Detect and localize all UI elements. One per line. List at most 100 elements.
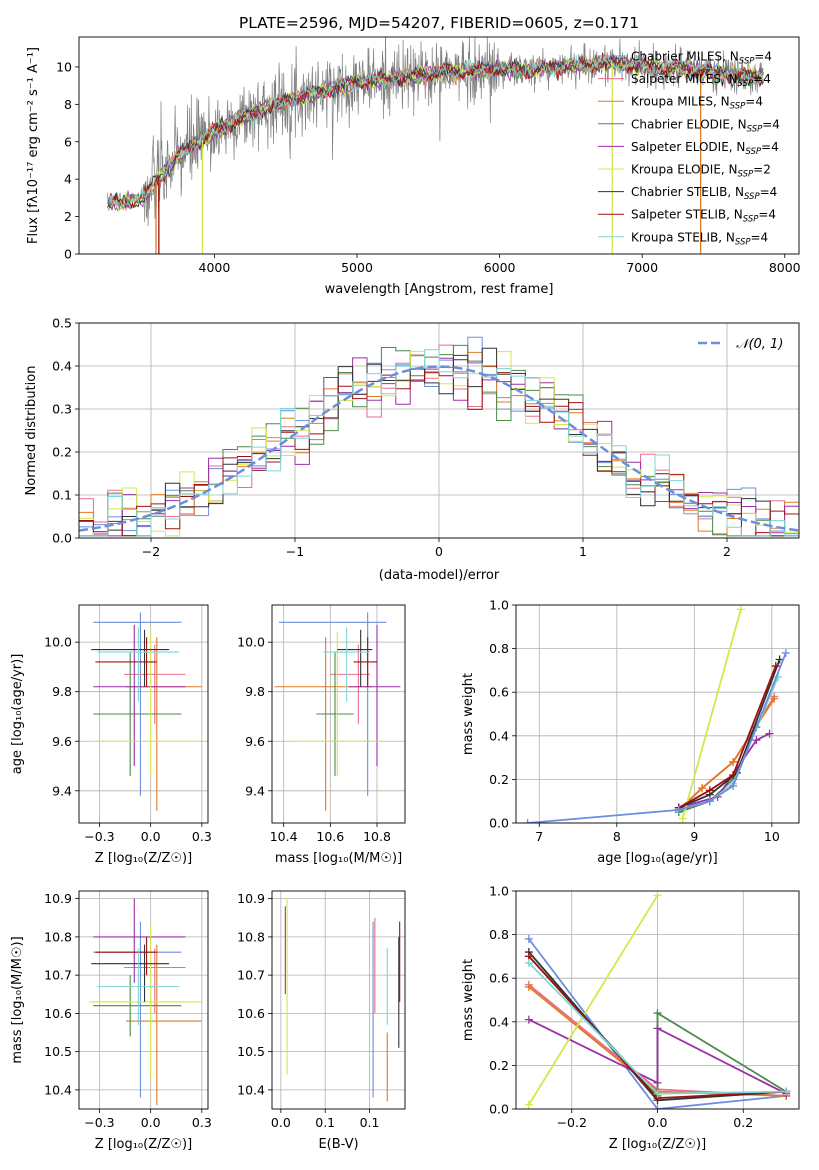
point-chabrier_elodie (93, 975, 182, 1037)
point-chabrier_elodie (93, 652, 182, 776)
x-tick-label: 0.1 (315, 1115, 335, 1130)
x-tick-label: 0.0 (141, 1115, 161, 1130)
data-point (524, 1015, 533, 1024)
y-axis-label: mass weight (461, 673, 476, 755)
series-line (528, 938, 787, 1109)
x-tick-label: 0 (435, 544, 443, 559)
point-kroupa_miles (274, 637, 373, 811)
data-point (752, 736, 761, 745)
figure-title: PLATE=2596, MJD=54207, FIBERID=0605, z=0… (239, 14, 639, 32)
panel-age_vs_mass: 10.4 10.6 10.8 9.4 9.6 9.8 10.0 mass [log₁₀(M/M… (237, 604, 406, 866)
y-tick-label: 9.4 (52, 783, 72, 798)
y-tick-label: 10 (56, 59, 72, 74)
histogram-chabrier_stelib (79, 347, 799, 537)
data-point (653, 891, 662, 900)
x-tick-label: 8 (613, 829, 621, 844)
x-axis-label: mass [log₁₀(M/M☉)] (275, 851, 402, 866)
y-tick-label: 9.4 (245, 783, 265, 798)
point-salpeter_elodie (349, 624, 401, 767)
x-tick-label: 2 (723, 544, 731, 559)
panel-spectrum: 4000 5000 6000 7000 8000 0 2 4 6 8 10 wavelength [A… (26, 36, 801, 297)
y-tick-label: 0.2 (52, 445, 72, 460)
legend-entry: Chabrier ELODIE, NSSP=4 (631, 117, 780, 134)
y-tick-label: 1.0 (489, 598, 509, 613)
y-tick-label: 10.8 (237, 929, 265, 944)
y-tick-label: 1.0 (489, 884, 509, 899)
x-tick-label: 0.0 (141, 829, 161, 844)
y-tick-label: 0 (64, 247, 72, 262)
y-tick-label: 9.6 (245, 734, 265, 749)
x-tick-label: 0.0 (648, 1115, 668, 1130)
series-line (678, 665, 777, 809)
axes-frame (78, 36, 800, 255)
data-point (729, 771, 738, 780)
legend-entry: 𝒩(0, 1) (736, 337, 783, 352)
series-chabrier_miles (523, 648, 790, 823)
point-chabrier_miles (279, 612, 387, 796)
point-chabrier_stelib (337, 629, 373, 687)
legend-entry: Kroupa ELODIE, NSSP=2 (631, 163, 771, 180)
panel-mass_weight_vs_age: 7 8 9 10 0.0 0.2 0.4 0.6 0.8 1.0 age [log₁₀(age/yr… (461, 598, 800, 866)
y-tick-label: 2 (64, 209, 72, 224)
point-kroupa_stelib (97, 627, 180, 702)
x-tick-label: 0.0 (271, 1115, 291, 1130)
y-tick-label: 10.9 (44, 891, 72, 906)
data-point (524, 982, 533, 991)
y-tick-label: 10.0 (44, 635, 72, 650)
series-line (678, 698, 775, 811)
x-tick-label: 4000 (199, 260, 231, 275)
data-point (524, 958, 533, 967)
x-tick-label: 0.3 (192, 1115, 212, 1130)
point-salpeter_elodie (93, 624, 186, 767)
panel-mass_vs_Z: −0.3 0.0 0.3 10.4 10.5 10.6 10.7 10.8 10.9 Z [log… (10, 890, 212, 1152)
y-tick-label: 0.6 (489, 971, 509, 986)
x-tick-label: 7000 (626, 260, 658, 275)
y-tick-label: 4 (64, 172, 72, 187)
y-tick-label: 6 (64, 134, 72, 149)
spectrum-model-kroupa_stelib (107, 55, 764, 211)
y-tick-label: 10.4 (44, 1082, 72, 1097)
y-tick-label: 0.0 (489, 1102, 509, 1117)
plot-area (523, 605, 790, 823)
data-point (674, 805, 683, 814)
data-point (698, 784, 707, 793)
point-chabrier_elodie (316, 652, 354, 776)
axes-frame (515, 890, 800, 1110)
data-point (524, 1100, 533, 1109)
y-axis-label: Flux [fλ10⁻¹⁷ erg cm⁻² s⁻¹ A⁻¹] (26, 47, 41, 244)
x-tick-label: −0.3 (84, 829, 114, 844)
panel-residuals: −2 −1 0 1 2 0.0 0.1 0.2 0.3 0.4 0.5 (data-model)/er… (24, 316, 800, 583)
x-axis-label: Z [log₁₀(Z/Z☉)] (95, 1137, 192, 1152)
data-point (524, 934, 533, 943)
point-chabrier_miles (93, 612, 182, 796)
point-chabrier_stelib (91, 944, 170, 1002)
legend-entry: Salpeter MILES, NSSP=4 (631, 72, 771, 89)
point-kroupa_stelib (323, 627, 370, 702)
data-point (653, 1078, 662, 1087)
legend: Chabrier MILES, NSSP=4 Salpeter MILES, NS… (598, 50, 780, 247)
x-axis-label: (data-model)/error (379, 568, 500, 583)
data-point (782, 1087, 791, 1096)
axes-frame (78, 322, 800, 539)
y-tick-label: 9.8 (52, 684, 72, 699)
data-point (678, 814, 687, 823)
x-tick-label: −1 (286, 544, 304, 559)
legend-entry: Chabrier MILES, NSSP=4 (631, 50, 772, 67)
series-salpeter_elodie (524, 1015, 791, 1098)
x-tick-label: −0.3 (84, 1115, 114, 1130)
y-tick-label: 10.0 (237, 635, 265, 650)
x-tick-label: 9 (690, 829, 698, 844)
series-line (681, 609, 742, 819)
plot-area (89, 612, 202, 811)
x-tick-label: 10.4 (270, 829, 298, 844)
data-point (705, 786, 714, 795)
x-tick-label: 10.6 (316, 829, 344, 844)
series-kroupa_elodie (524, 891, 662, 1109)
x-tick-label: 0.3 (192, 829, 212, 844)
y-axis-label: age [log₁₀(age/yr)] (10, 654, 25, 775)
series-kroupa_stelib (524, 958, 791, 1098)
point-chabrier_stelib (91, 629, 170, 687)
x-tick-label: −0.2 (557, 1115, 587, 1130)
y-tick-label: 0.4 (489, 1014, 509, 1029)
